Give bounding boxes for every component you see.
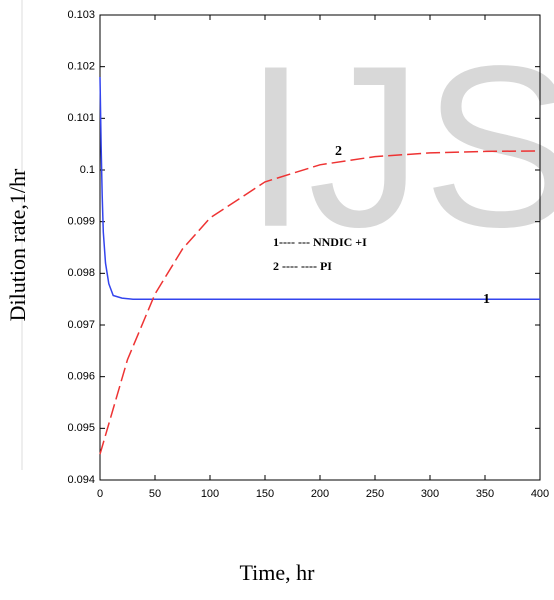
x-tick-label: 250 — [366, 488, 384, 500]
y-tick-label: 0.096 — [67, 371, 95, 383]
legend-entry: 2 ---- ---- PI — [273, 259, 332, 273]
x-tick-label: 300 — [421, 488, 439, 500]
y-tick-label: 0.098 — [67, 267, 95, 279]
legend-entry: 1---- --- NNDIC +I — [273, 235, 367, 249]
curve-label: 1 — [483, 292, 490, 307]
y-tick-label: 0.101 — [67, 112, 95, 124]
y-tick-label: 0.102 — [67, 61, 95, 73]
x-axis-label: Time, hr — [240, 560, 316, 585]
x-tick-label: 0 — [97, 488, 103, 500]
x-tick-label: 400 — [531, 488, 549, 500]
y-tick-label: 0.099 — [67, 216, 95, 228]
y-axis-label: Dilution rate,1/hr — [5, 168, 30, 321]
y-tick-label: 0.094 — [67, 474, 95, 486]
series-line — [99, 76, 540, 300]
x-tick-label: 50 — [149, 488, 161, 500]
y-tick-label: 0.097 — [67, 319, 95, 331]
y-tick-label: 0.095 — [67, 422, 95, 434]
x-tick-label: 200 — [311, 488, 329, 500]
x-tick-label: 350 — [476, 488, 494, 500]
series-line — [99, 150, 541, 455]
y-tick-label: 0.1 — [80, 164, 95, 176]
x-tick-label: 100 — [201, 488, 219, 500]
y-tick-label: 0.103 — [67, 9, 95, 21]
watermark: IJS — [244, 18, 554, 275]
x-tick-label: 150 — [256, 488, 274, 500]
curve-label: 2 — [335, 144, 342, 159]
